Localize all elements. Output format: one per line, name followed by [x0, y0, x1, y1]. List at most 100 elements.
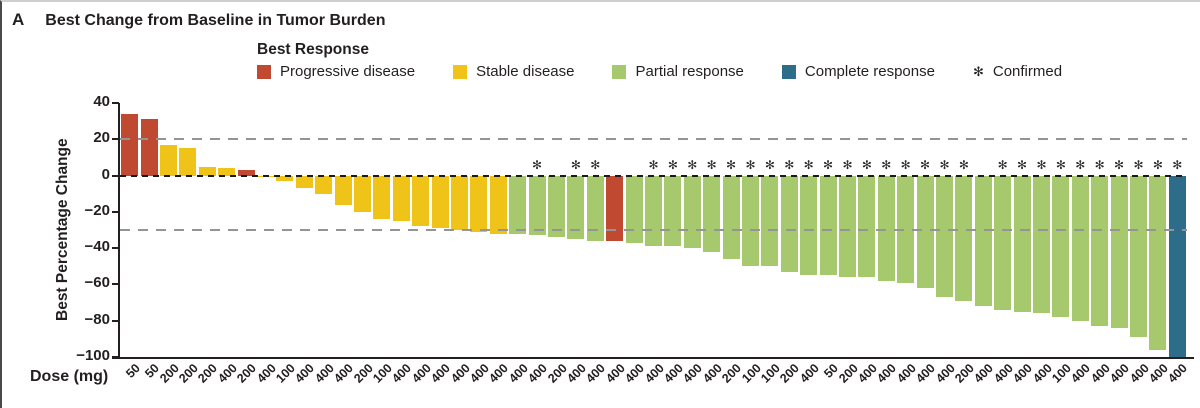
bar: [451, 175, 468, 230]
bar: [198, 166, 216, 176]
y-tick-label: −80: [84, 310, 110, 328]
bar: [877, 175, 895, 281]
panel-letter: A: [12, 10, 25, 29]
bar: [1071, 175, 1089, 321]
legend-label: Confirmed: [992, 63, 1063, 80]
confirmed-asterisk-icon: ✻: [1152, 157, 1163, 172]
confirmed-asterisk-icon: ✻: [784, 157, 795, 172]
bar: [1052, 175, 1070, 318]
y-tick-label: −40: [84, 238, 110, 256]
confirmed-asterisk-icon: ✻: [1017, 157, 1028, 172]
bar: [683, 175, 701, 249]
y-tick-label: −100: [76, 347, 110, 364]
bar: [470, 175, 488, 232]
confirmed-asterisk-icon: ✻: [1075, 157, 1086, 172]
bar: [625, 175, 643, 243]
legend-swatch-cr: [781, 64, 796, 79]
panel-header: A Best Change from Baseline in Tumor Bur…: [12, 10, 385, 30]
confirmed-asterisk-icon: ✻: [972, 63, 984, 79]
confirmed-asterisk-icon: ✻: [687, 157, 698, 172]
panel-title: Best Change from Baseline in Tumor Burde…: [45, 12, 386, 29]
confirmed-asterisk-icon: ✻: [900, 157, 911, 172]
confirmed-asterisk-icon: ✻: [1114, 157, 1125, 172]
confirmed-asterisk-icon: ✻: [997, 157, 1008, 172]
bar: [761, 175, 779, 267]
legend: Progressive disease Stable disease Partial…: [257, 63, 1062, 80]
bar: [742, 175, 759, 267]
x-axis-title: Dose (mg): [30, 368, 109, 385]
bar: [606, 175, 624, 241]
bar: [567, 175, 585, 240]
confirmed-asterisk-icon: ✻: [764, 157, 775, 172]
bar: [955, 175, 973, 301]
bar: [800, 175, 818, 276]
bar: [916, 175, 934, 289]
confirmed-asterisk-icon: ✻: [667, 157, 678, 172]
confirmed-asterisk-icon: ✻: [726, 157, 737, 172]
confirmed-asterisk-icon: ✻: [881, 157, 892, 172]
reference-line: [120, 138, 1187, 141]
bar: [140, 119, 158, 176]
confirmed-asterisk-icon: ✻: [920, 157, 931, 172]
bar: [858, 175, 876, 278]
confirmed-asterisk-icon: ✻: [958, 157, 969, 172]
confirmed-asterisk-icon: ✻: [1133, 157, 1144, 172]
legend-item-partial-response: Partial response: [612, 63, 744, 80]
y-tick-mark: [112, 283, 119, 286]
bar: [664, 175, 682, 247]
bar: [160, 144, 177, 176]
y-tick-label: −60: [84, 274, 110, 292]
confirmed-asterisk-icon: ✻: [706, 157, 717, 172]
bar: [703, 175, 721, 252]
bar: [334, 175, 352, 205]
legend-title: Best Response: [257, 41, 369, 58]
bar: [819, 175, 837, 276]
y-tick-label: 0: [101, 165, 110, 183]
bar: [780, 175, 798, 272]
legend-swatch-sd: [453, 64, 468, 79]
y-axis-line: [118, 103, 120, 359]
bar: [1110, 175, 1128, 328]
bar: [1091, 175, 1109, 327]
y-tick-mark: [112, 174, 119, 177]
bar: [548, 175, 565, 238]
confirmed-asterisk-icon: ✻: [1094, 157, 1105, 172]
bar: [354, 175, 371, 212]
y-tick-mark: [112, 138, 119, 141]
bar: [994, 175, 1012, 310]
bar: [1149, 175, 1167, 350]
y-tick-mark: [112, 319, 119, 322]
y-tick-mark: [112, 356, 119, 358]
confirmed-asterisk-icon: ✻: [1172, 157, 1183, 172]
legend-item-stable-disease: Stable disease: [453, 63, 574, 80]
x-axis-line: [112, 357, 1194, 359]
bar: [121, 113, 139, 176]
y-tick-mark: [112, 210, 119, 213]
bar: [1013, 175, 1031, 312]
confirmed-asterisk-icon: ✻: [745, 157, 756, 172]
confirmed-asterisk-icon: ✻: [590, 157, 601, 172]
legend-item-complete-response: Complete response: [781, 63, 935, 80]
y-tick-mark: [112, 102, 119, 104]
confirmed-asterisk-icon: ✻: [570, 157, 581, 172]
bar: [936, 175, 953, 298]
y-tick-mark: [112, 247, 119, 250]
bar: [1033, 175, 1050, 314]
bar: [218, 168, 236, 176]
zero-reference-line: [120, 174, 1187, 177]
y-tick-label: −20: [84, 201, 110, 219]
confirmed-asterisk-icon: ✻: [939, 157, 950, 172]
bar: [1168, 175, 1186, 357]
confirmed-asterisk-icon: ✻: [861, 157, 872, 172]
legend-swatch-pd: [257, 64, 271, 79]
bar: [412, 175, 430, 227]
bar: [586, 175, 604, 241]
bar: [839, 175, 856, 278]
y-tick-label: 20: [93, 129, 110, 147]
plot-area: 50 50 200 200 200 400 200 400 100 400 400 400 200 100…: [112, 103, 1194, 386]
reference-line: [120, 229, 1187, 231]
bar: [645, 175, 662, 247]
confirmed-asterisk-icon: ✻: [648, 157, 659, 172]
y-tick-label: 40: [93, 93, 110, 110]
